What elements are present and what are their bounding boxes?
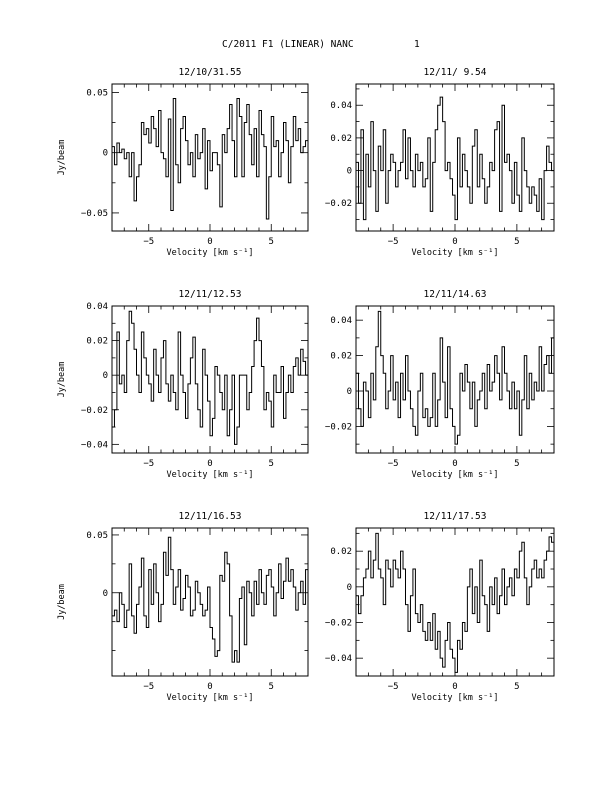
x-tick-label: 5 [269,237,274,247]
spectrum-panel-2: −5 0 5 −0.02 0 0.02 0.04 12/11/ 9.54 Velocity [k… [325,67,555,258]
spectrum-line [112,536,308,663]
y-tick-label: 0.02 [330,352,352,362]
panel-title: 12/11/14.63 [424,289,487,300]
x-tick-label: −5 [143,459,154,469]
y-tick-label: −0.04 [81,440,108,450]
y-axis-label: Jy/beam [57,584,67,620]
panel-title: 12/11/ 9.54 [424,67,487,78]
spectrum-line [356,532,554,673]
x-tick-label: 0 [207,237,212,247]
y-tick-label: −0.02 [325,199,352,209]
x-tick-label: 5 [269,459,274,469]
x-axis-label: Velocity [km s⁻¹] [412,470,499,480]
panel-title: 12/11/17.53 [424,511,487,522]
x-axis-label: Velocity [km s⁻¹] [167,248,254,258]
y-tick-label: 0 [103,149,108,159]
x-tick-label: −5 [388,682,399,692]
page-title: C/2011 F1 (LINEAR) NANC [222,39,354,50]
spectrum-line [356,310,554,445]
y-tick-label: −0.04 [325,654,352,664]
x-tick-label: 5 [514,237,519,247]
x-axis-label: Velocity [km s⁻¹] [167,470,254,480]
x-tick-label: 0 [452,237,457,247]
panel-title: 12/11/12.53 [179,289,242,300]
y-axis-label: Jy/beam [57,140,67,176]
x-tick-label: −5 [388,237,399,247]
y-tick-label: 0 [347,167,352,177]
x-tick-label: 0 [452,459,457,469]
x-tick-label: 5 [269,682,274,692]
y-tick-label: −0.05 [81,209,108,219]
x-tick-label: 5 [514,459,519,469]
x-axis-label: Velocity [km s⁻¹] [412,693,499,703]
y-tick-label: 0.05 [86,531,108,541]
x-axis-label: Velocity [km s⁻¹] [167,693,254,703]
spectrum-line [112,310,308,445]
x-tick-label: 0 [207,459,212,469]
x-tick-label: 5 [514,682,519,692]
spectrum-panel-4: −5 0 5 −0.02 0 0.02 0.04 12/11/14.63 Velocity [k… [325,289,555,480]
x-tick-label: 0 [452,682,457,692]
x-axis-label: Velocity [km s⁻¹] [412,248,499,258]
y-tick-label: 0 [347,387,352,397]
spectrum-panel-1: −5 0 5 −0.05 0 0.05 12/10/31.55 Velocity [km s⁻… [57,67,309,258]
y-tick-label: 0.04 [330,316,352,326]
y-tick-label: −0.02 [325,619,352,629]
page-number: 1 [414,39,420,50]
y-tick-label: 0.04 [86,302,108,312]
y-tick-label: 0 [103,371,108,381]
panel-title: 12/11/16.53 [179,511,242,522]
y-axis-label: Jy/beam [57,362,67,398]
x-tick-label: 0 [207,682,212,692]
y-tick-label: −0.02 [325,422,352,432]
y-tick-label: 0 [347,583,352,593]
y-tick-label: 0 [103,589,108,599]
x-tick-label: −5 [143,237,154,247]
y-tick-label: 0.04 [330,101,352,111]
y-tick-label: −0.02 [81,406,108,416]
panel-title: 12/10/31.55 [179,67,242,78]
y-tick-label: 0.02 [330,547,352,557]
y-tick-label: 0.05 [86,88,108,98]
spectrum-line [112,97,308,220]
x-tick-label: −5 [143,682,154,692]
spectrum-panel-6: −5 0 5 −0.04 −0.02 0 0.02 12/11/17.53 Velocity [… [325,511,555,703]
spectrum-panel-3: −5 0 5 −0.04 −0.02 0 0.02 0.04 12/11/12.53 Veloci… [57,289,309,480]
spectra-panels: −5 0 5 −0.05 0 0.05 12/10/31.55 Velocity [km s⁻… [57,67,555,703]
spectrum-panel-5: −5 0 5 0 0.05 12/11/16.53 Velocity [km s⁻¹] Jy/… [57,511,309,703]
y-tick-label: 0.02 [86,337,108,347]
spectrum-line [356,96,554,221]
y-tick-label: 0.02 [330,134,352,144]
x-tick-label: −5 [388,459,399,469]
